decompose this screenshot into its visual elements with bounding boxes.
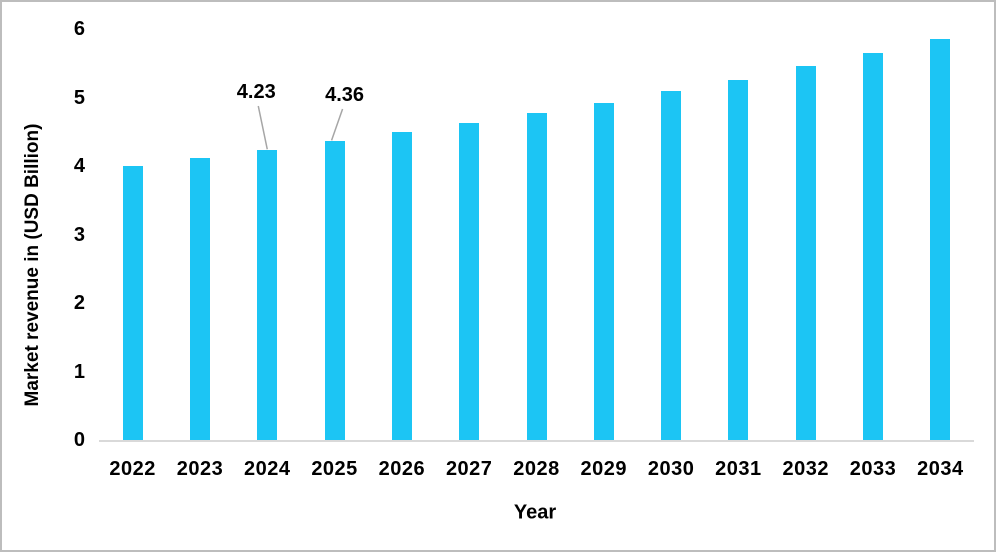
x-tick-2026: 2026 bbox=[378, 458, 426, 480]
x-tick-2031: 2031 bbox=[715, 458, 762, 480]
plot-area: 0 1 2 3 4 5 6 2022 2023 2024 2025 2026 2027 2028 2029 2… bbox=[74, 18, 974, 480]
x-axis-title: Year bbox=[513, 501, 557, 524]
x-tick-2032: 2032 bbox=[782, 458, 829, 480]
y-tick-2: 2 bbox=[73, 292, 85, 314]
leader-line-2025 bbox=[330, 108, 344, 141]
bar-2033 bbox=[863, 52, 884, 440]
y-tick-4: 4 bbox=[73, 155, 85, 177]
x-tick-2023: 2023 bbox=[176, 458, 224, 480]
annotation-2025: 4.36 bbox=[325, 84, 365, 106]
bar-2027 bbox=[459, 122, 480, 440]
x-axis-line bbox=[99, 440, 974, 442]
y-tick-5: 5 bbox=[73, 86, 85, 109]
x-tick-2033: 2033 bbox=[849, 458, 897, 480]
x-tick-2025: 2025 bbox=[311, 458, 358, 480]
x-tick-2028: 2028 bbox=[513, 458, 560, 480]
y-tick-1: 1 bbox=[73, 360, 85, 383]
x-tick-2030: 2030 bbox=[647, 458, 695, 480]
y-tick-6: 6 bbox=[73, 18, 85, 40]
leader-line-2024 bbox=[257, 105, 269, 150]
x-tick-2034: 2034 bbox=[917, 458, 964, 480]
y-tick-3: 3 bbox=[73, 223, 85, 246]
bar-2029 bbox=[593, 102, 614, 440]
bar-2031 bbox=[728, 79, 749, 440]
bar-2023 bbox=[189, 158, 210, 440]
bar-2030 bbox=[661, 91, 682, 440]
bar-2028 bbox=[526, 113, 547, 440]
bar-2022 bbox=[122, 166, 143, 440]
annotation-2024: 4.23 bbox=[236, 81, 276, 103]
y-axis-title: Market revenue in (USD Billion) bbox=[22, 123, 43, 407]
bar-2025 bbox=[324, 141, 345, 440]
x-tick-2029: 2029 bbox=[580, 458, 628, 480]
x-tick-2024: 2024 bbox=[244, 458, 291, 480]
bar-2034 bbox=[930, 39, 951, 440]
x-tick-2022: 2022 bbox=[109, 458, 156, 480]
bar-2024 bbox=[257, 150, 278, 440]
x-tick-2027: 2027 bbox=[445, 458, 493, 480]
bar-2026 bbox=[391, 132, 412, 440]
bar-2032 bbox=[795, 66, 816, 440]
y-tick-0: 0 bbox=[73, 429, 85, 451]
